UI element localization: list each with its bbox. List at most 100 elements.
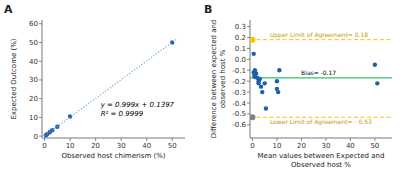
y-axis-label-line: Expected Outcome (%) bbox=[10, 38, 18, 119]
chart-root: A 0 10 20 30 40 50 0 10 20 30 40 50 60 Observed host c… bbox=[0, 0, 400, 190]
x-tick bbox=[121, 138, 122, 141]
y-tick bbox=[247, 92, 250, 93]
x-tick bbox=[374, 138, 375, 141]
x-tick bbox=[146, 138, 147, 141]
x-tick bbox=[70, 138, 71, 141]
scatter-point bbox=[373, 63, 377, 67]
limit-marker bbox=[250, 37, 255, 43]
x-tick bbox=[350, 138, 351, 141]
x-tick-label: 20 bbox=[297, 142, 306, 150]
annotation: R² = 0.9999 bbox=[101, 110, 144, 118]
panel-label: B bbox=[204, 3, 212, 16]
x-axis-label-line: Observed host chimerism (%) bbox=[61, 152, 165, 160]
y-tick-label: 60 bbox=[29, 20, 38, 28]
y-tick-label: -0.2 bbox=[232, 78, 246, 86]
scatter-point bbox=[264, 106, 268, 110]
panel-label: A bbox=[4, 3, 13, 16]
scatter-point bbox=[258, 77, 262, 81]
x-tick bbox=[276, 138, 277, 141]
x-tick-label: 40 bbox=[346, 142, 355, 150]
y-tick bbox=[247, 113, 250, 114]
x-tick-label: 50 bbox=[370, 142, 379, 150]
plot-area bbox=[250, 37, 392, 121]
scatter-point bbox=[375, 81, 379, 85]
x-tick-label: 10 bbox=[66, 142, 75, 150]
scatter-point bbox=[251, 52, 255, 56]
y-axis-label-line: Difference between expected and bbox=[210, 20, 218, 139]
y-tick-label: 30 bbox=[29, 76, 38, 84]
x-tick-label: 0 bbox=[250, 142, 254, 150]
x-tick bbox=[95, 138, 96, 141]
x-tick-label: 10 bbox=[272, 142, 281, 150]
y-tick-label: -0.6 bbox=[232, 121, 246, 129]
y-axis-line bbox=[42, 20, 43, 138]
x-tick-label: 30 bbox=[117, 142, 126, 150]
x-tick-label: 50 bbox=[168, 142, 177, 150]
plot-area bbox=[44, 39, 178, 138]
y-tick bbox=[247, 70, 250, 71]
annotation: Bias= -0.17 bbox=[301, 69, 336, 76]
scatter-point bbox=[254, 71, 258, 75]
scatter-point bbox=[260, 90, 264, 94]
y-axis-label: Expected Outcome (%) bbox=[10, 38, 18, 119]
y-tick bbox=[39, 98, 42, 99]
scatter-point bbox=[277, 68, 281, 72]
y-tick bbox=[247, 26, 250, 27]
scatter-point bbox=[259, 84, 263, 88]
x-tick-label: 40 bbox=[142, 142, 151, 150]
y-tick bbox=[39, 23, 42, 24]
x-tick-label: 20 bbox=[91, 142, 100, 150]
y-tick bbox=[247, 48, 250, 49]
y-tick bbox=[39, 61, 42, 62]
x-tick-label: 30 bbox=[321, 142, 330, 150]
x-tick bbox=[172, 138, 173, 141]
y-tick-label: 0.1 bbox=[235, 45, 246, 53]
y-tick-label: -0.3 bbox=[232, 89, 246, 97]
reference-line bbox=[250, 77, 392, 78]
x-axis-line bbox=[42, 138, 185, 139]
y-tick-label: 10 bbox=[29, 114, 38, 122]
limit-marker bbox=[250, 114, 255, 120]
y-tick-label: 0.0 bbox=[235, 56, 246, 64]
y-axis-label: Difference between expected andobserved … bbox=[210, 20, 227, 139]
reference-line bbox=[250, 39, 392, 40]
panel: A 0 10 20 30 40 50 0 10 20 30 40 50 60 Observed host c… bbox=[4, 3, 185, 160]
annotation: Lower Limit of Agreement= - 0.53 bbox=[270, 118, 372, 126]
y-axis-label-line: observed host % bbox=[219, 49, 227, 108]
x-tick bbox=[301, 138, 302, 141]
y-tick bbox=[247, 81, 250, 82]
x-axis-label: Mean values between Expected andObserved… bbox=[258, 152, 385, 169]
panel: B 0 10 20 30 40 50 -0.6 -0.5 -0.4 -0.3 -0.2 -0.1 0.0 0… bbox=[204, 3, 392, 169]
x-tick bbox=[252, 138, 253, 141]
y-tick-label: 0.2 bbox=[235, 34, 246, 42]
y-tick-label: -0.5 bbox=[232, 110, 246, 118]
scatter-point bbox=[262, 81, 266, 85]
x-axis-line bbox=[250, 138, 392, 139]
scatter-point bbox=[275, 79, 279, 83]
y-tick-label: 0 bbox=[34, 133, 38, 141]
y-tick-label: -0.1 bbox=[232, 67, 246, 75]
annotation: Upper Limit of Agreement= 0.18 bbox=[270, 31, 368, 39]
x-tick-label: 0 bbox=[42, 142, 46, 150]
annotation: y = 0.999x + 0.1397 bbox=[100, 101, 175, 109]
y-tick bbox=[39, 79, 42, 80]
y-tick bbox=[247, 37, 250, 38]
y-tick bbox=[39, 117, 42, 118]
x-axis-label-line: Mean values between Expected and bbox=[258, 152, 385, 160]
y-tick-label: 0.3 bbox=[235, 23, 246, 31]
fit-line bbox=[45, 39, 178, 136]
y-tick bbox=[39, 136, 42, 137]
y-tick bbox=[247, 59, 250, 60]
y-tick-label: 50 bbox=[29, 39, 38, 47]
y-tick bbox=[39, 42, 42, 43]
y-tick-label: 40 bbox=[29, 58, 38, 66]
y-tick bbox=[247, 103, 250, 104]
y-tick-label: 20 bbox=[29, 95, 38, 103]
x-axis-label-line: Observed host % bbox=[291, 161, 351, 169]
scatter-point bbox=[276, 90, 280, 94]
x-tick bbox=[325, 138, 326, 141]
x-tick bbox=[44, 138, 45, 141]
y-tick-label: -0.4 bbox=[232, 100, 246, 108]
y-tick bbox=[247, 124, 250, 125]
x-axis-label: Observed host chimerism (%) bbox=[61, 152, 165, 160]
